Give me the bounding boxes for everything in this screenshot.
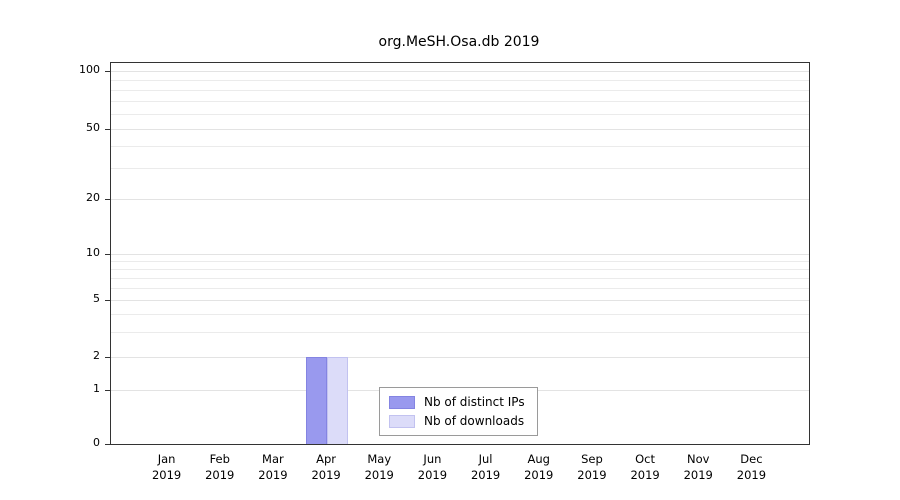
x-tick-label: Jan 2019 [151, 452, 182, 482]
gridline [111, 287, 809, 289]
bar-nb-of-downloads-apr [327, 357, 349, 444]
y-tick-mark [105, 444, 111, 445]
y-tick-label: 20 [86, 191, 100, 205]
gridline [111, 128, 809, 130]
gridline [111, 260, 809, 262]
y-tick-mark [105, 389, 111, 391]
x-tick-label: Jul 2019 [470, 452, 501, 482]
gridline [111, 253, 809, 255]
legend-swatch-icon [389, 395, 415, 409]
gridline [111, 113, 809, 115]
x-tick-label: Mar 2019 [258, 452, 288, 482]
gridline [111, 145, 809, 147]
chart-title: org.MeSH.Osa.db 2019 [378, 34, 540, 50]
x-tick-label: Feb 2019 [205, 452, 235, 482]
legend-label: Nb of distinct IPs [424, 395, 525, 409]
y-tick-label: 5 [93, 291, 100, 305]
y-tick-label: 1 [93, 381, 100, 395]
y-tick-label: 2 [93, 349, 100, 363]
x-tick-label: Dec 2019 [736, 452, 767, 482]
x-tick-label: Oct 2019 [630, 452, 660, 482]
legend-row: Nb of distinct IPs [389, 395, 525, 409]
legend-swatch-icon [389, 414, 415, 428]
y-tick-mark [105, 357, 111, 359]
gridline [111, 277, 809, 279]
gridline [111, 89, 809, 91]
plot-area: Nb of distinct IPs Nb of downloads [105, 62, 810, 445]
legend-label: Nb of downloads [424, 414, 525, 428]
x-tick-label: Apr 2019 [311, 452, 341, 482]
x-tick-label: Nov 2019 [683, 452, 713, 482]
gridline [111, 79, 809, 81]
gridline [111, 357, 809, 359]
legend-row: Nb of downloads [389, 414, 525, 428]
y-tick-mark [105, 128, 111, 130]
x-tick-label: Aug 2019 [524, 452, 554, 482]
y-tick-mark [105, 299, 111, 301]
gridline [111, 331, 809, 333]
x-tick-label: May 2019 [364, 452, 394, 482]
gridline [111, 100, 809, 102]
y-tick-label: 10 [86, 245, 100, 259]
y-tick-mark [105, 199, 111, 201]
gridline [111, 299, 809, 301]
bar-nb-of-distinct-ips-apr [306, 357, 328, 444]
x-tick-label: Sep 2019 [577, 452, 607, 482]
gridline [111, 199, 809, 201]
gridline [111, 313, 809, 315]
y-tick-mark [105, 253, 111, 255]
y-tick-label: 100 [79, 63, 100, 76]
y-tick-mark [105, 71, 111, 72]
gridline [111, 268, 809, 270]
x-tick-label: Jun 2019 [417, 452, 448, 482]
chart-legend: Nb of distinct IPs Nb of downloads [379, 387, 538, 436]
gridline [111, 71, 809, 72]
y-tick-label: 0 [93, 436, 100, 449]
gridline [111, 167, 809, 169]
y-tick-label: 50 [86, 120, 100, 134]
